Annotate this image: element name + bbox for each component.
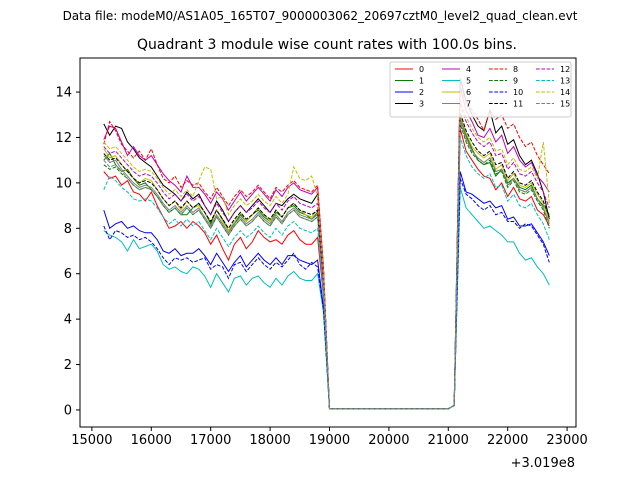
y-tick-label: 6 [64,267,72,282]
legend-label-6: 6 [466,88,471,97]
axes: 15000 16000 17000 18000 19000 20000 21000 22000… [55,57,588,448]
legend-box [389,61,572,118]
x-tick-label: 19000 [309,433,350,448]
legend-label-9: 9 [513,77,518,86]
x-axis-offset-label: +3.019e8 [511,456,575,471]
x-tick-label: 22000 [487,433,528,448]
legend-label-3: 3 [419,100,424,109]
y-tick-label: 10 [55,176,72,191]
y-tick-label: 0 [64,403,72,418]
legend-label-4: 4 [466,65,471,74]
x-tick-label: 18000 [249,433,290,448]
legend-label-12: 12 [560,65,570,74]
legend-label-10: 10 [513,88,523,97]
legend-label-7: 7 [466,100,471,109]
x-tick-label: 21000 [428,433,469,448]
legend-label-1: 1 [419,77,424,86]
y-tick-label: 14 [55,86,72,101]
chart-title: Quadrant 3 module wise count rates with … [137,37,517,53]
series-line-15 [103,121,550,410]
series-line-12 [103,103,550,410]
y-tick-label: 4 [64,313,72,328]
plot-lines [103,78,550,410]
x-tick-label: 20000 [368,433,409,448]
plot-frame [79,57,577,428]
legend-label-8: 8 [513,65,518,74]
series-line-10 [103,178,550,410]
y-tick-label: 12 [55,131,72,146]
figure-suptitle: Data file: modeM0/AS1A05_165T07_90000030… [63,9,578,23]
legend-label-15: 15 [560,100,570,109]
legend-label-13: 13 [560,77,570,86]
legend-label-11: 11 [513,100,523,109]
series-line-14 [103,98,550,410]
x-tick-label: 17000 [190,433,231,448]
series-line-11 [103,112,550,410]
x-tick-label: 23000 [546,433,587,448]
legend-label-14: 14 [560,88,570,97]
legend-label-0: 0 [419,65,424,74]
y-tick-label: 2 [64,358,72,373]
y-tick-label: 8 [64,222,72,237]
x-tick-label: 15000 [71,433,112,448]
legend-label-5: 5 [466,77,471,86]
x-tick-label: 16000 [131,433,172,448]
legend-label-2: 2 [419,88,424,97]
